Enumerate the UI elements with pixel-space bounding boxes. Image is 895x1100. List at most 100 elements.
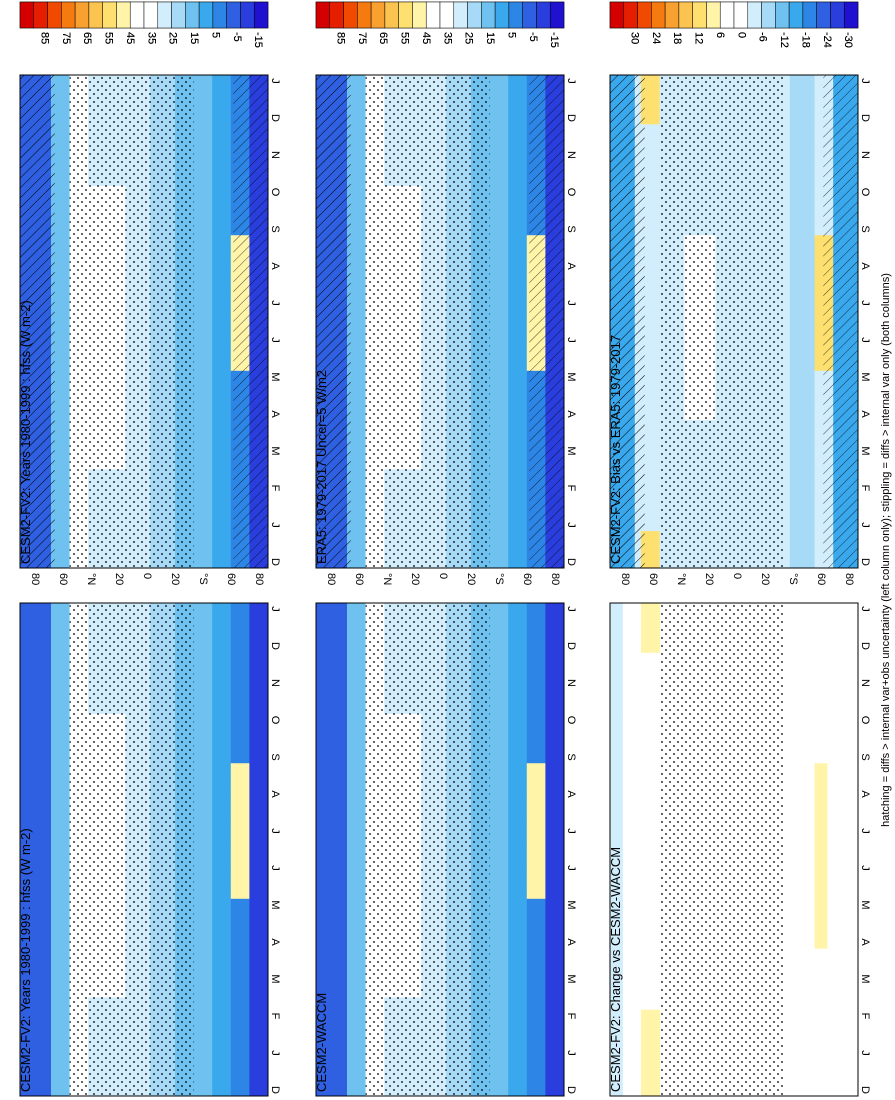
heatmap-cell (249, 664, 257, 678)
heatmap-cell (261, 861, 269, 875)
heatmap-cell (224, 750, 232, 764)
lat-tick-label: 20 (113, 573, 125, 585)
heatmap-cell (224, 923, 232, 937)
heatmap-cell (230, 886, 238, 900)
heatmap-cell (508, 432, 515, 446)
colorbar-label: 55 (399, 32, 411, 44)
heatmap-cell (237, 775, 244, 789)
heatmap-cell (508, 210, 515, 224)
heatmap-cell (206, 639, 213, 653)
heatmap-cell (57, 738, 64, 752)
heatmap-cell (63, 432, 71, 446)
heatmap-cell (243, 664, 250, 678)
heatmap-cell (212, 185, 219, 199)
heatmap-cell (489, 198, 497, 212)
heatmap-cell (199, 911, 207, 924)
heatmap-cell (63, 787, 71, 801)
heatmap-cell (495, 284, 503, 298)
colorbar-label: 25 (167, 32, 179, 44)
heatmap-cell (63, 603, 71, 616)
heatmap-cell (193, 272, 201, 286)
heatmap-cell (44, 676, 52, 690)
colorbar-swatch (157, 1, 172, 29)
month-tick-label: N (565, 151, 577, 159)
heatmap-cell (218, 432, 226, 446)
heatmap-cell (224, 284, 232, 298)
heatmap-cell (237, 923, 244, 937)
heatmap-cell (489, 87, 497, 101)
heatmap-cell (57, 543, 64, 557)
heatmap-cell (193, 321, 201, 335)
heatmap-cell (199, 161, 207, 175)
heatmap-cell (218, 469, 226, 483)
heatmap-cell (44, 861, 52, 875)
colorbar-label: 55 (399, 32, 411, 44)
heatmap-cell (237, 849, 244, 863)
heatmap-cell (199, 738, 207, 752)
heatmap-cell (206, 750, 213, 764)
heatmap-cell (230, 1046, 238, 1060)
heatmap-cell (495, 420, 503, 433)
colorbar-label: -5 (527, 32, 539, 42)
colorbar-swatch (481, 1, 496, 29)
heatmap-cell (193, 713, 201, 727)
heatmap-cell (255, 652, 263, 666)
heatmap-cell (57, 874, 64, 887)
heatmap-cell (359, 444, 367, 458)
heatmap-cell (193, 173, 201, 187)
heatmap-cell (212, 1046, 219, 1060)
heatmap-cell (249, 985, 257, 998)
heatmap-cell (20, 1034, 27, 1048)
heatmap-cell (199, 75, 207, 88)
heatmap-cell (489, 383, 497, 396)
heatmap-cell (212, 1034, 219, 1048)
month-tick-label: D (269, 1086, 281, 1094)
heatmap-cell (237, 1071, 244, 1085)
heatmap-cell (206, 346, 213, 359)
heatmap-cell (255, 603, 263, 616)
heatmap-cell (230, 726, 238, 740)
lat-tick-label: °S (493, 573, 505, 585)
heatmap-cell (243, 738, 250, 752)
heatmap-cell (212, 309, 219, 322)
heatmap-cell (193, 161, 201, 175)
heatmap-cell (502, 284, 509, 298)
heatmap-cell (495, 481, 503, 495)
heatmap-cell (237, 898, 244, 912)
heatmap-cell (489, 420, 497, 433)
heatmap-cell (514, 407, 522, 421)
heatmap-cell (514, 555, 522, 569)
month-tick-label: J (269, 865, 281, 871)
heatmap-cell (57, 750, 64, 764)
heatmap-cell (199, 1059, 207, 1072)
heatmap-cell (199, 531, 207, 544)
heatmap-cell (489, 222, 497, 236)
heatmap-cell (26, 1059, 33, 1072)
heatmap-cell (206, 812, 213, 826)
heatmap-cell (520, 173, 528, 187)
heatmap-cell (212, 948, 219, 961)
heatmap-cell (249, 603, 257, 616)
heatmap-cell (249, 997, 257, 1011)
heatmap-cell (514, 481, 522, 495)
heatmap-cell (230, 874, 238, 887)
heatmap-cell (508, 506, 515, 520)
heatmap-cell (20, 935, 27, 949)
heatmap-cell (57, 469, 64, 483)
heatmap-cell (63, 506, 71, 520)
stippling (69, 603, 194, 1096)
heatmap-cell (230, 639, 238, 653)
heatmap-cell (218, 615, 226, 629)
heatmap-cell (218, 689, 226, 703)
heatmap-cell (38, 886, 46, 900)
heatmap-cell (51, 1009, 58, 1023)
heatmap-cell (193, 824, 201, 838)
heatmap-cell (514, 87, 522, 101)
heatmap-cell (489, 407, 497, 421)
heatmap-cell (206, 531, 213, 544)
heatmap-cell (63, 1083, 71, 1097)
heatmap-cell (38, 627, 46, 641)
heatmap-cell (212, 960, 219, 974)
heatmap-cell (38, 738, 46, 752)
colorbar-swatch (357, 1, 372, 29)
